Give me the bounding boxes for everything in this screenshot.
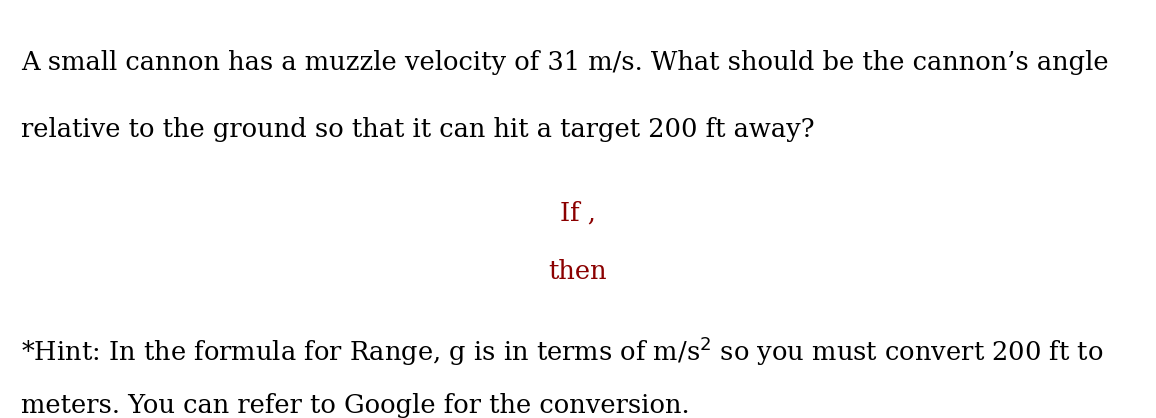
Text: relative to the ground so that it can hit a target 200 ft away?: relative to the ground so that it can hi… <box>21 117 815 142</box>
Text: A small cannon has a muzzle velocity of 31 m/s. What should be the cannon’s angl: A small cannon has a muzzle velocity of … <box>21 50 1109 75</box>
Text: meters. You can refer to Google for the conversion.: meters. You can refer to Google for the … <box>21 393 689 418</box>
Text: then: then <box>549 259 607 284</box>
Text: If ,: If , <box>560 201 596 226</box>
Text: *Hint: In the formula for Range, g is in terms of m/s$^{2}$ so you must convert : *Hint: In the formula for Range, g is in… <box>21 334 1103 368</box>
